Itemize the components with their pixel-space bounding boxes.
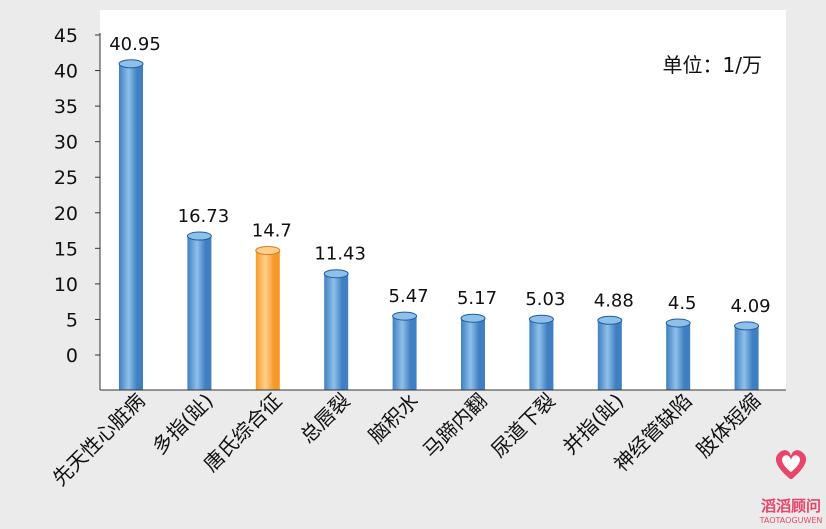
data-label: 4.88 xyxy=(594,290,634,311)
x-tick-label: 脑积水 xyxy=(364,389,423,448)
data-label: 5.17 xyxy=(457,288,497,309)
data-label: 4.09 xyxy=(731,296,771,317)
bar-body xyxy=(324,273,349,390)
watermark-text: 滔滔顾问 xyxy=(761,497,821,515)
bar-cap xyxy=(528,314,554,324)
data-label: 16.73 xyxy=(178,206,230,227)
x-tick-label: 先天性心脏病 xyxy=(48,389,150,491)
bar-cap xyxy=(597,315,623,325)
x-tick-label: 尿道下裂 xyxy=(486,389,560,463)
y-tick-label: 35 xyxy=(54,96,78,118)
data-label: 40.95 xyxy=(109,34,161,55)
bar-body xyxy=(119,63,143,391)
y-tick-label: 30 xyxy=(54,132,78,154)
watermark: 滔滔顾问 TAOTAOGUWEN xyxy=(759,450,823,525)
x-tick-label: 总唇裂 xyxy=(295,389,354,448)
bar-cap xyxy=(186,231,212,241)
axes xyxy=(99,33,786,391)
x-tick-label: 马蹄内翻 xyxy=(418,389,492,463)
unit-note: 单位：1/万 xyxy=(663,53,762,77)
y-axis-ticks: 0 5 10 15 20 25 30 35 40 45 xyxy=(54,25,100,367)
data-label: 11.43 xyxy=(314,244,366,265)
watermark-subtext: TAOTAOGUWEN xyxy=(759,516,823,525)
bar-body xyxy=(461,318,485,390)
x-tick-label: 并指(趾) xyxy=(558,389,628,459)
bar-cap xyxy=(323,269,349,279)
bar-body xyxy=(187,236,212,390)
bar-cap xyxy=(665,318,691,328)
bar-cap xyxy=(255,245,281,255)
bar-body xyxy=(597,320,622,390)
y-tick-label: 25 xyxy=(54,167,78,189)
y-tick-label: 5 xyxy=(66,309,78,331)
x-tick-label: 多指(趾) xyxy=(148,389,218,459)
bar-body xyxy=(666,323,691,390)
data-label: 5.03 xyxy=(525,289,565,310)
bar-cap xyxy=(460,313,486,323)
x-tick-label: 肢体短缩 xyxy=(692,389,766,463)
bar-cap xyxy=(118,59,144,69)
data-label: 5.47 xyxy=(389,286,429,307)
data-label: 4.5 xyxy=(668,293,697,314)
heart-logo-icon xyxy=(775,450,807,479)
bar-body xyxy=(529,319,554,390)
y-tick-label: 10 xyxy=(54,274,78,296)
data-label: 14.7 xyxy=(252,220,292,241)
bar-body xyxy=(734,325,759,390)
bar-body xyxy=(392,316,417,390)
y-tick-label: 45 xyxy=(54,25,78,47)
y-tick-label: 0 xyxy=(66,345,78,367)
y-tick-label: 40 xyxy=(54,61,78,83)
bar-cap xyxy=(734,321,760,331)
bar-cap xyxy=(392,311,418,321)
bar-body xyxy=(255,250,280,390)
y-tick-label: 20 xyxy=(54,203,78,225)
y-tick-label: 15 xyxy=(54,238,78,260)
